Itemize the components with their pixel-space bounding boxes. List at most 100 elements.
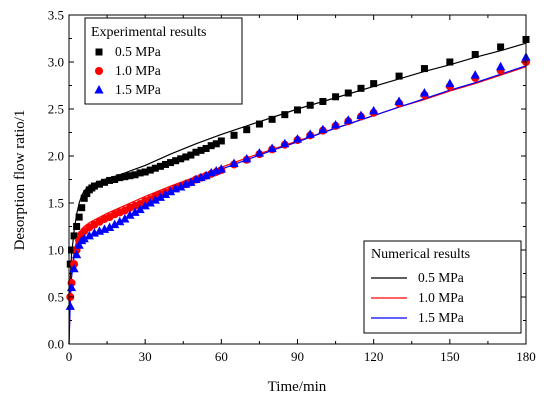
data-point xyxy=(156,162,164,170)
data-point xyxy=(165,186,176,196)
y-axis-label: Desorption flow ratio/1 xyxy=(12,110,28,251)
data-point xyxy=(141,168,149,176)
data-point xyxy=(344,89,352,97)
legend-label: 0.5 MPa xyxy=(418,270,464,285)
legend-label: 0.5 MPa xyxy=(115,44,161,59)
legend-numerical-entries: 0.5 MPa 1.0 MPa 1.5 MPa xyxy=(371,270,464,325)
data-point xyxy=(192,148,200,156)
data-point xyxy=(110,219,120,229)
data-point xyxy=(70,232,78,240)
ticks-layer: 0 30 60 90 120 150 180 0.0 0.5 1.0 1.5 2.0 2.5 3.0 3.5 xyxy=(48,8,536,365)
y-tick-label: 3.0 xyxy=(48,55,64,70)
legend-marker xyxy=(94,85,104,94)
y-tick-label: 0.5 xyxy=(48,290,64,305)
data-point xyxy=(101,178,109,186)
data-point xyxy=(75,213,83,221)
data-point xyxy=(207,142,215,150)
data-point xyxy=(84,230,94,240)
data-point xyxy=(125,210,135,219)
data-point xyxy=(281,111,289,119)
data-point xyxy=(332,93,340,101)
data-point xyxy=(280,138,290,148)
data-point xyxy=(130,207,140,216)
x-tick-label: 60 xyxy=(215,349,228,364)
data-point xyxy=(305,129,315,138)
data-point xyxy=(78,204,86,212)
data-point xyxy=(356,110,366,120)
data-point xyxy=(306,101,314,109)
data-point xyxy=(161,160,169,168)
data-point xyxy=(72,249,82,259)
data-point xyxy=(83,190,91,198)
data-point xyxy=(319,97,327,105)
data-point xyxy=(357,84,365,92)
data-point xyxy=(420,65,428,73)
legend-experimental: Experimental results 0.5 MPa 1.0 MPa 1.5 M… xyxy=(84,17,243,105)
data-point xyxy=(73,223,81,230)
data-point xyxy=(201,170,211,180)
data-point xyxy=(146,166,154,174)
data-point xyxy=(255,120,263,128)
data-point xyxy=(395,72,403,80)
x-tick-label: 0 xyxy=(66,349,73,364)
data-point xyxy=(330,119,341,129)
data-point xyxy=(216,164,226,173)
data-point xyxy=(292,134,303,143)
data-point xyxy=(187,151,195,159)
legend-numerical: Numerical results 0.5 MPa 1.0 MPa 1.5 MPa xyxy=(363,240,522,334)
data-point xyxy=(419,88,430,97)
data-point xyxy=(80,194,88,202)
data-point xyxy=(267,143,277,152)
data-point xyxy=(212,140,220,148)
data-point xyxy=(121,173,129,181)
data-point xyxy=(202,144,210,152)
data-point xyxy=(445,78,455,88)
data-point xyxy=(497,43,505,51)
data-point xyxy=(172,157,180,165)
data-point xyxy=(343,115,353,124)
x-tick-label: 90 xyxy=(291,349,304,364)
data-point xyxy=(243,126,251,134)
data-point xyxy=(217,137,225,145)
legend-experimental-entries: 0.5 MPa 1.0 MPa 1.5 MPa xyxy=(94,44,161,97)
data-point xyxy=(370,80,378,88)
data-point xyxy=(197,146,205,154)
data-point xyxy=(111,176,119,183)
data-point xyxy=(167,159,175,167)
experimental-points-0-5-mpa xyxy=(66,35,530,268)
data-point xyxy=(369,105,379,115)
data-point xyxy=(254,148,265,157)
data-point xyxy=(69,263,79,273)
data-point xyxy=(294,106,301,114)
data-point xyxy=(136,169,144,177)
series-layer xyxy=(65,35,531,345)
data-point xyxy=(471,50,479,58)
data-point xyxy=(105,222,115,231)
data-point xyxy=(176,182,186,191)
legend-numerical-title: Numerical results xyxy=(371,247,470,262)
data-point xyxy=(116,174,124,182)
data-point xyxy=(95,180,103,188)
data-point xyxy=(145,198,155,207)
data-point xyxy=(186,177,196,186)
data-point xyxy=(496,61,506,71)
legend-experimental-title: Experimental results xyxy=(91,25,206,40)
data-point xyxy=(394,96,404,105)
data-point xyxy=(106,176,114,184)
data-point xyxy=(131,171,139,179)
data-point xyxy=(230,131,238,139)
data-point xyxy=(318,124,328,134)
data-point xyxy=(79,233,89,243)
data-point xyxy=(90,182,98,190)
x-tick-label: 180 xyxy=(516,349,536,364)
y-tick-label: 3.5 xyxy=(48,8,64,23)
data-point xyxy=(155,192,165,201)
y-tick-label: 1.5 xyxy=(48,196,64,211)
x-tick-label: 150 xyxy=(440,349,460,364)
data-point xyxy=(446,58,454,66)
x-axis-label: Time/min xyxy=(268,379,327,395)
data-point xyxy=(470,70,480,79)
data-point xyxy=(140,200,150,210)
data-point xyxy=(65,301,75,310)
